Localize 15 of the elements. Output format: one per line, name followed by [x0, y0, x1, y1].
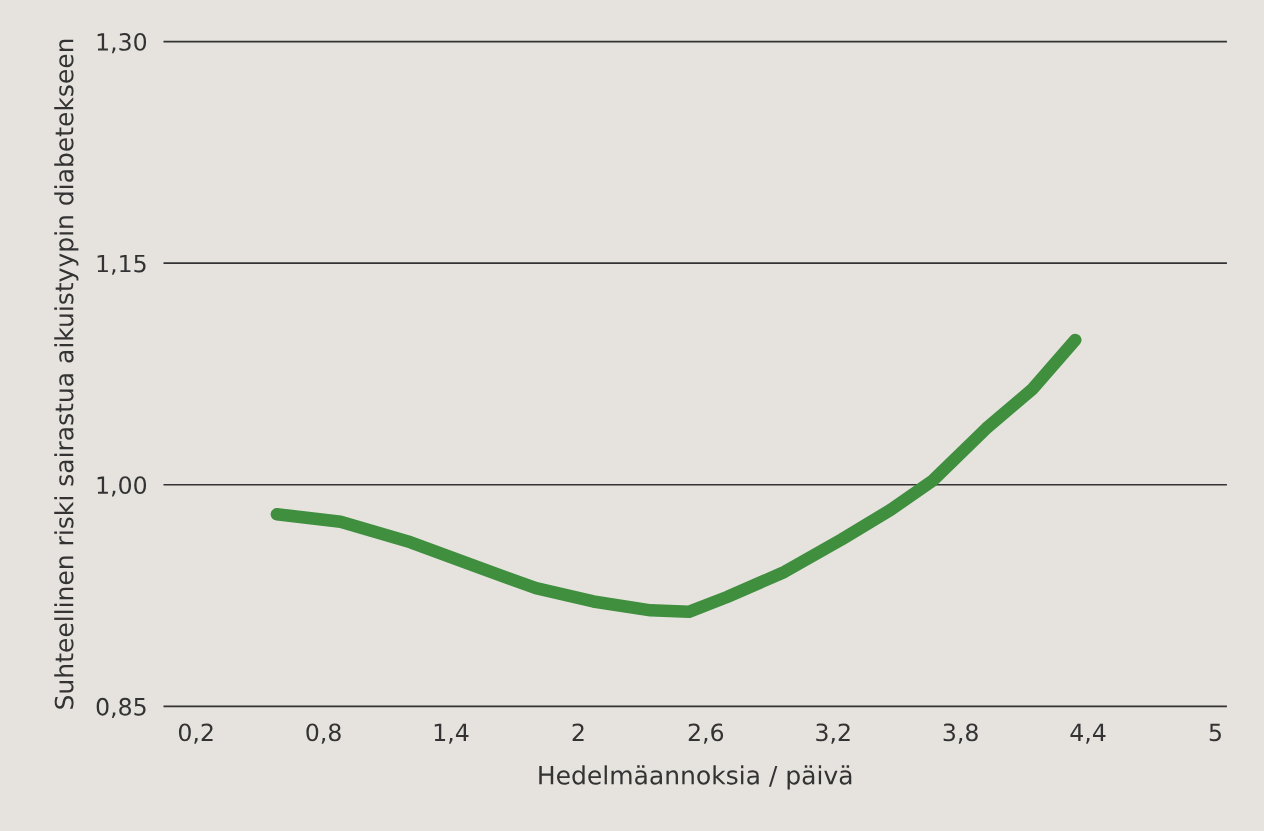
y-tick-label: 0,85: [96, 697, 146, 719]
x-tick-label: 5: [1209, 723, 1221, 742]
x-tick-label: 0,2: [178, 723, 213, 744]
x-tick-label: 3,2: [816, 723, 850, 744]
y-axis-title: Suhteellinen riski sairastua aikuistyypin diabetekseen: [54, 39, 79, 709]
x-tick-label: 3,8: [943, 723, 978, 744]
x-tick-label: 0,8: [306, 723, 341, 744]
x-tick-label: 2: [572, 723, 584, 741]
y-tick-label: 1,30: [97, 33, 147, 54]
x-tick-label: 2,6: [688, 723, 724, 744]
y-tick-label: 1,00: [97, 476, 147, 497]
x-tick-label: 4,4: [1070, 723, 1106, 744]
y-tick-label: 1,15: [97, 254, 146, 275]
x-axis-title: Hedelmäannoksia / päivä: [539, 765, 852, 790]
x-tick-label: 1,4: [434, 723, 469, 744]
